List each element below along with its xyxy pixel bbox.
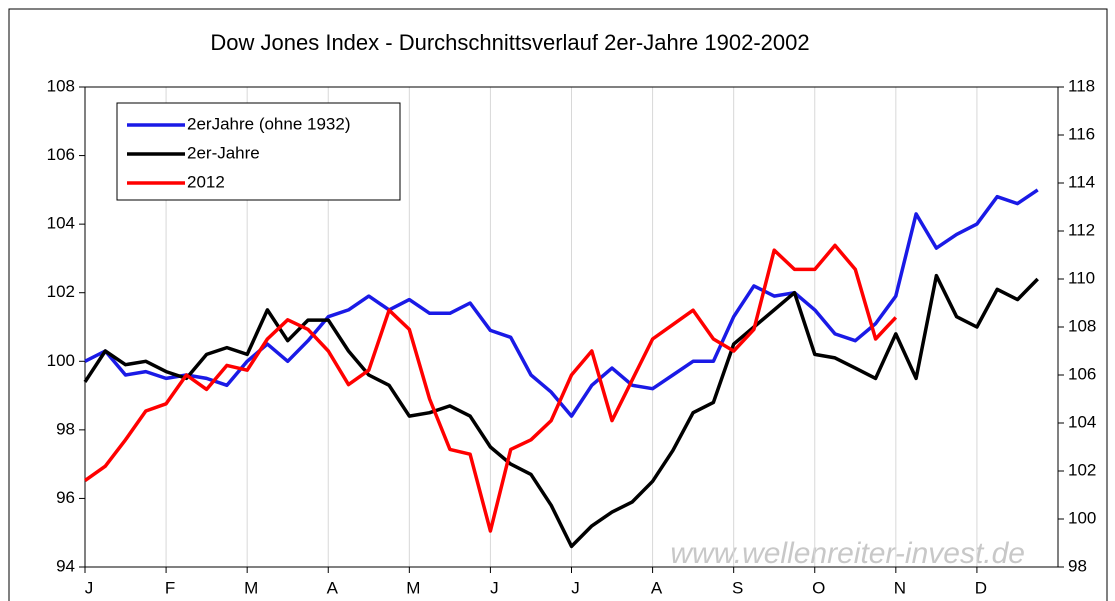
y2-tick-label: 108	[1068, 316, 1096, 335]
y2-tick-label: 106	[1068, 364, 1096, 383]
y2-tick-label: 116	[1068, 124, 1095, 143]
x-tick-label: S	[732, 578, 743, 597]
y-tick-label: 94	[56, 556, 75, 575]
x-tick-label: M	[244, 578, 258, 597]
x-tick-label: J	[490, 578, 499, 597]
y-tick-label: 102	[47, 282, 75, 301]
series-line	[83, 243, 898, 533]
legend-label: 2erJahre (ohne 1932)	[187, 114, 351, 133]
legend-label: 2012	[187, 172, 225, 191]
series-line	[83, 273, 1039, 549]
y-tick-label: 108	[47, 76, 75, 95]
y-tick-label: 100	[47, 351, 75, 370]
x-tick-label: A	[327, 578, 339, 597]
legend-label: 2er-Jahre	[187, 143, 260, 162]
y2-tick-label: 100	[1068, 508, 1096, 527]
x-tick-label: M	[406, 578, 420, 597]
y2-tick-label: 112	[1068, 220, 1095, 239]
chart-title: Dow Jones Index - Durchschnittsverlauf 2…	[210, 30, 809, 55]
watermark: www.wellenreiter-invest.de	[670, 537, 1025, 570]
x-tick-label: N	[894, 578, 906, 597]
y2-tick-label: 110	[1068, 268, 1095, 287]
x-tick-label: D	[975, 578, 987, 597]
y-tick-label: 106	[47, 145, 75, 164]
y-tick-label: 104	[47, 214, 75, 233]
series-line	[84, 188, 1039, 418]
y2-tick-label: 114	[1068, 172, 1095, 191]
y2-tick-label: 102	[1068, 460, 1096, 479]
x-tick-label: F	[165, 578, 175, 597]
y2-tick-label: 118	[1068, 76, 1095, 95]
chart-frame	[8, 8, 1108, 601]
y-tick-label: 96	[56, 488, 75, 507]
x-tick-label: A	[651, 578, 663, 597]
y-tick-label: 98	[56, 419, 75, 438]
x-tick-label: J	[85, 578, 94, 597]
y2-tick-label: 98	[1068, 556, 1087, 575]
x-tick-label: J	[571, 578, 580, 597]
y2-tick-label: 104	[1068, 412, 1096, 431]
x-tick-label: O	[812, 578, 825, 597]
